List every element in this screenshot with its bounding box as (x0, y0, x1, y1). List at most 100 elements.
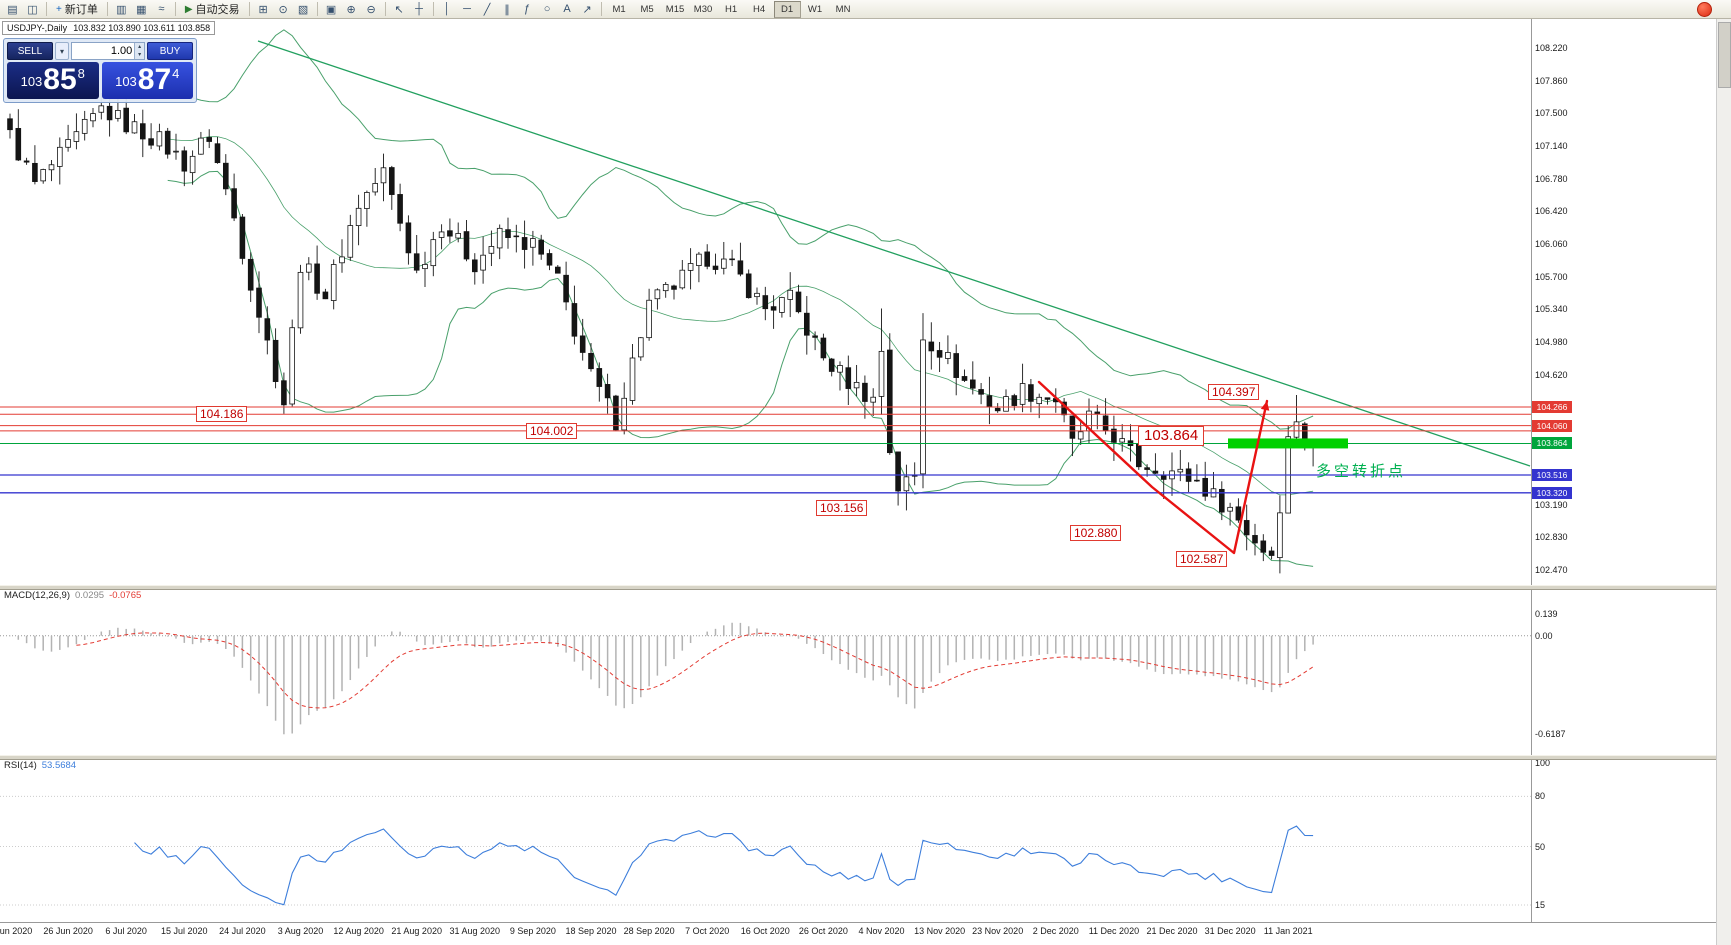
timeframe-w1[interactable]: W1 (807, 3, 823, 15)
macd-histogram-bar (1088, 635, 1090, 659)
candle-body (1102, 415, 1109, 431)
price-path-arrow[interactable] (1037, 380, 1269, 555)
date-label: 12 Aug 2020 (333, 926, 384, 936)
macd-histogram-bar (1287, 635, 1289, 673)
macd-histogram-bar (938, 635, 941, 674)
candle-body (638, 337, 644, 358)
fibonacci-icon[interactable]: ƒ (523, 3, 531, 15)
macd-signal-value: -0.0765 (109, 590, 142, 601)
timeframe-mn[interactable]: MN (835, 3, 851, 15)
price-callout-103.156[interactable]: 103.156 (816, 500, 868, 516)
buy-button[interactable]: BUY (147, 42, 193, 60)
line-chart-icon[interactable]: ≈ (158, 3, 165, 15)
candle-body (579, 335, 586, 353)
candle-body (1243, 520, 1250, 536)
candle-body (339, 256, 345, 264)
macd-histogram-bar (905, 635, 908, 705)
tile-windows-icon[interactable]: ▣ (325, 3, 337, 16)
timeframe-d1[interactable]: D1 (773, 0, 801, 18)
candlestick-chart-icon[interactable]: ▦ (136, 3, 147, 16)
turning-point-label[interactable]: 多空转折点 (1316, 463, 1407, 480)
candle-body (355, 207, 362, 227)
scrollbar-thumb[interactable] (1718, 22, 1731, 88)
channel-icon[interactable]: ∥ (504, 3, 510, 16)
macd-histogram-bar (1204, 635, 1206, 677)
sell-price-display[interactable]: 103 85 8 (7, 62, 99, 99)
macd-histogram-bar (673, 635, 675, 660)
support-zone-bar[interactable] (1228, 438, 1348, 449)
candle-body (546, 253, 553, 266)
macd-histogram-bar (142, 630, 144, 636)
macd-histogram-bar (1304, 635, 1306, 652)
price-callout-103.864[interactable]: 103.864 (1138, 426, 1205, 446)
timeframe-h4[interactable]: H4 (752, 3, 766, 15)
vertical-scrollbar[interactable] (1716, 0, 1731, 945)
templates-icon[interactable]: ▧ (297, 3, 309, 16)
horizontal-line-icon[interactable]: ─ (463, 3, 471, 15)
timeframe-m1[interactable]: M1 (612, 3, 626, 15)
trendline-icon[interactable]: ╱ (483, 3, 491, 16)
shapes-icon[interactable]: ○ (543, 3, 551, 15)
date-label: 2 Dec 2020 (1032, 926, 1079, 936)
sell-price-prefix: 103 (20, 74, 43, 89)
cursor-icon[interactable]: ↖ (394, 3, 404, 16)
timeframe-m5[interactable]: M5 (640, 3, 654, 15)
candle-body (588, 352, 594, 370)
buy-price-display[interactable]: 103 87 4 (101, 62, 193, 99)
price-callout-102.587[interactable]: 102.587 (1176, 551, 1228, 567)
candle-body (1219, 488, 1225, 513)
candle-body (380, 167, 387, 184)
periods-icon[interactable]: ⊙ (278, 3, 288, 16)
auto-trading-button[interactable]: ▶ 自动交易 (180, 1, 245, 17)
candle-body (289, 327, 295, 405)
macd-histogram-bar (1146, 635, 1148, 670)
bar-chart-icon[interactable]: ▥ (116, 3, 127, 16)
vertical-line-icon[interactable]: │ (443, 3, 451, 15)
volume-decrease-button[interactable]: ▾ (134, 51, 144, 59)
macd-histogram-bar (133, 628, 136, 636)
order-type-dropdown[interactable]: ▾ (55, 42, 69, 60)
macd-histogram-bar (698, 635, 700, 637)
descending-trendline[interactable] (257, 40, 1531, 467)
pane-separator-rsi[interactable] (0, 755, 1717, 760)
symbol-ohlc: 103.832 103.890 103.611 103.858 (73, 23, 211, 33)
timeframe-m30[interactable]: M30 (693, 3, 713, 15)
volume-increase-button[interactable]: ▴ (134, 43, 144, 51)
pane-separator-macd[interactable] (0, 585, 1717, 590)
volume-input[interactable] (72, 43, 135, 59)
price-callout-104.186[interactable]: 104.186 (196, 406, 248, 422)
macd-histogram-bar (1187, 635, 1190, 675)
candle-body (1019, 383, 1026, 405)
new-order-button[interactable]: + 新订单 (51, 1, 103, 17)
candle-body (629, 357, 636, 401)
sell-button[interactable]: SELL (7, 42, 53, 60)
candle-body (787, 289, 793, 300)
price-tick: 105.700 (1535, 271, 1568, 282)
toolbar-separator (600, 2, 602, 16)
chart-profiles-icon[interactable]: ◫ (27, 3, 38, 16)
macd-signal-line (76, 632, 1314, 709)
indicators-icon[interactable]: ⊞ (258, 3, 268, 16)
macd-histogram-bar (1295, 635, 1298, 660)
candle-body (73, 131, 80, 142)
crosshair-icon[interactable]: ┼ (415, 3, 423, 15)
candle-body (48, 164, 55, 171)
arrows-icon[interactable]: ↗ (582, 3, 592, 16)
price-callout-104.002[interactable]: 104.002 (526, 423, 578, 439)
price-callout-102.880[interactable]: 102.880 (1070, 525, 1122, 541)
macd-histogram-bar (631, 635, 634, 705)
price-callout-104.397[interactable]: 104.397 (1208, 384, 1260, 400)
alert-badge[interactable] (1697, 1, 1712, 17)
candle-body (903, 476, 910, 492)
timeframe-m15[interactable]: M15 (665, 3, 685, 15)
zoom-out-icon[interactable]: ⊖ (366, 3, 376, 16)
candle-body (1044, 397, 1051, 400)
new-chart-icon[interactable]: ▤ (7, 3, 18, 16)
text-icon[interactable]: A (563, 3, 571, 15)
candle-body (862, 382, 868, 402)
candle-body (696, 253, 702, 266)
zoom-in-icon[interactable]: ⊕ (346, 3, 356, 16)
timeframe-h1[interactable]: H1 (724, 3, 738, 15)
candle-body (281, 380, 287, 406)
